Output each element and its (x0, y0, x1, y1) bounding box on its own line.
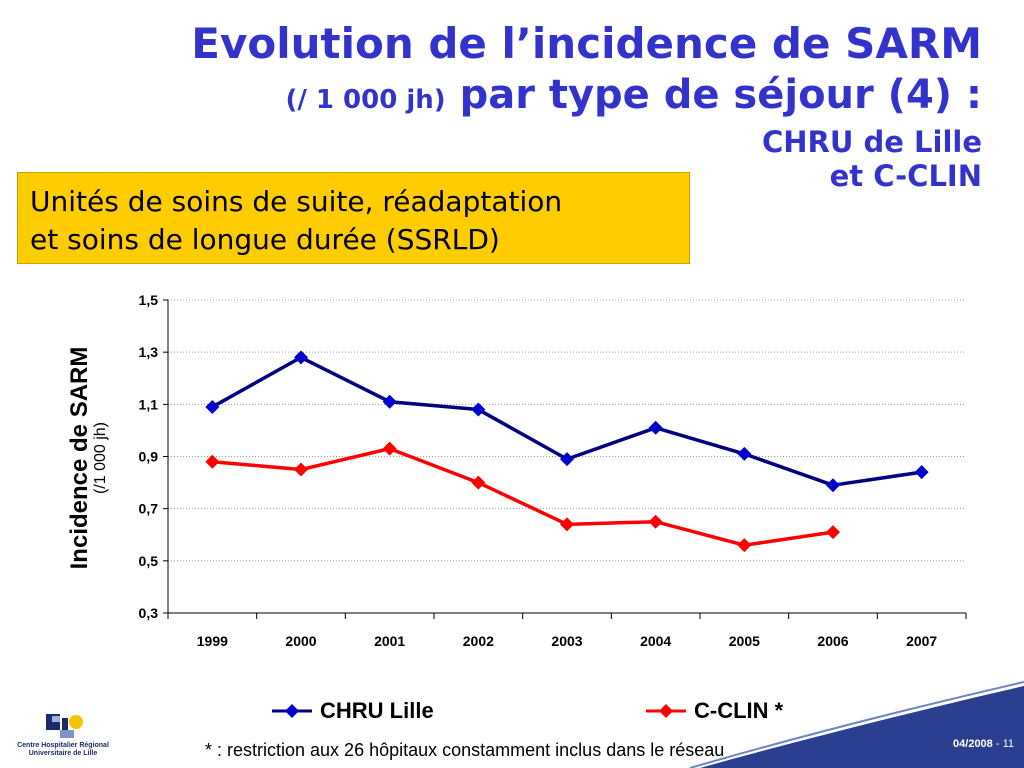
legend-item-cclin: C-CLIN * (644, 698, 783, 724)
x-tick-label: 2002 (463, 633, 494, 649)
y-tick-label: 1,3 (139, 344, 159, 360)
subtitle-box: Unités de soins de suite, réadaptation e… (17, 172, 690, 264)
page-info: 04/2008 - 11 (953, 738, 1014, 750)
title-line-2: (/ 1 000 jh) par type de séjour (4) : (42, 70, 982, 125)
hospital-logo: Centre Hospitalier Régional Universitair… (8, 708, 118, 764)
title-unit: (/ 1 000 jh) (285, 85, 446, 115)
line-chart: 1,5 1,3 1,1 0,9 0,7 0,5 0,3 1999 2000 2001 2002 200… (139, 292, 967, 649)
title-line-2-main: par type de séjour (4) : (459, 72, 982, 118)
legend-marker-chru (272, 704, 312, 718)
title-line-4: et C-CLIN (829, 159, 982, 193)
data-point-0 (648, 420, 663, 435)
data-point-0 (382, 394, 397, 409)
data-point-0 (205, 399, 220, 414)
y-tick-label: 0,7 (139, 501, 159, 517)
x-tick-label: 2000 (285, 633, 316, 649)
y-tick-label: 0,3 (139, 605, 159, 621)
y-tick-label: 0,9 (139, 449, 159, 465)
y-tick-label: 1,5 (139, 292, 159, 308)
x-tick-label: 2007 (906, 633, 937, 649)
data-point-1 (471, 475, 486, 490)
x-tick-label: 2005 (729, 633, 760, 649)
data-point-0 (560, 452, 574, 467)
data-point-1 (382, 441, 397, 456)
logo-emblem-icon (46, 714, 83, 738)
legend-label-chru: CHRU Lille (320, 698, 434, 723)
data-point-1 (648, 514, 663, 529)
subtitle-line-2: et soins de longue durée (SSRLD) (30, 223, 500, 256)
data-point-0 (471, 402, 486, 417)
data-point-0 (914, 465, 929, 480)
data-point-1 (294, 462, 308, 477)
x-tick-label: 2003 (551, 633, 582, 649)
x-tick-label: 2006 (817, 633, 848, 649)
legend-label-cclin: C-CLIN * (694, 698, 784, 723)
data-point-0 (826, 478, 840, 493)
logo-text: Centre Hospitalier Régional Universitair… (8, 742, 118, 758)
y-tick-label: 1,1 (139, 396, 159, 412)
logo-line-2: Universitaire de Lille (28, 750, 98, 757)
logo-line-1: Centre Hospitalier Régional (17, 742, 109, 749)
title-line-3: CHRU de Lille (761, 125, 982, 159)
data-point-1 (826, 525, 840, 540)
title-line-1: Evolution de l’incidence de SARM (191, 19, 982, 68)
page-date: 04/2008 (953, 738, 993, 750)
data-point-1 (205, 454, 220, 469)
x-tick-label: 2001 (374, 633, 405, 649)
data-point-0 (737, 446, 752, 461)
subtitle-line-1: Unités de soins de suite, réadaptation (30, 185, 563, 218)
chart-legend: CHRU Lille C-CLIN * (270, 698, 830, 728)
data-point-1 (560, 517, 574, 532)
data-point-0 (294, 350, 308, 365)
series-line-1 (212, 446, 834, 547)
footnote: * : restriction aux 26 hôpitaux constamm… (205, 740, 725, 760)
legend-marker-cclin (646, 704, 686, 718)
x-tick-label: 2004 (640, 633, 671, 649)
page-number: 11 (1002, 738, 1014, 750)
legend-item-chru: CHRU Lille (270, 698, 434, 724)
x-tick-label: 1999 (197, 633, 228, 649)
data-point-1 (737, 538, 752, 553)
slide-title: Evolution de l’incidence de SARM (/ 1 00… (42, 18, 982, 193)
y-tick-label: 0,5 (139, 553, 159, 569)
page-separator: - (992, 738, 1003, 750)
